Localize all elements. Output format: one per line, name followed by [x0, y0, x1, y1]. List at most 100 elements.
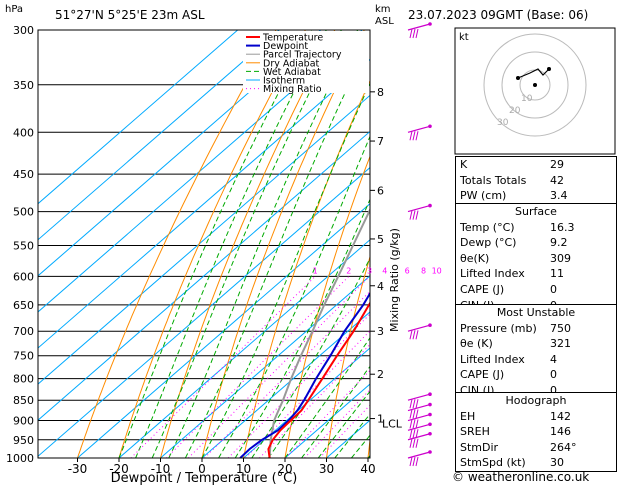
mixing-ratio-label: 4 — [382, 266, 387, 275]
isotherm-line — [118, 239, 370, 458]
surface-row: Temp (°C) 16.3 — [456, 220, 616, 236]
temperature-tick-label: 0 — [198, 462, 206, 476]
temperature-line — [267, 301, 370, 458]
pressure-unit: hPa — [5, 4, 24, 15]
hodograph-row: EH 142 — [456, 409, 616, 425]
wind-barb-flag — [409, 28, 413, 39]
surface-row: CAPE (J) 0 — [456, 282, 616, 298]
surface-title: Surface — [515, 205, 557, 218]
wind-barb-dot — [428, 402, 432, 407]
hodograph-ring — [501, 51, 569, 119]
wind-barb-flag — [412, 28, 416, 39]
isotherm-line — [38, 30, 363, 313]
wind-barb-flag — [412, 419, 416, 429]
isotherm-line — [38, 130, 370, 421]
hodograph-row: StmSpd (kt) 30 — [456, 455, 616, 471]
wet-adiabat-line — [135, 30, 327, 458]
mixing-ratio-label: 3 — [367, 266, 372, 275]
wind-barb-flag — [415, 419, 419, 429]
plot-frame — [37, 29, 371, 459]
wind-barb-flag — [415, 210, 419, 220]
hodograph-label: SREH — [460, 425, 490, 439]
wet-adiabat-line — [168, 30, 359, 458]
km-tick-label: 4 — [377, 280, 384, 293]
isotherm-line — [201, 311, 370, 458]
hodograph-label: EH — [460, 409, 476, 423]
surface-label: Lifted Index — [460, 267, 525, 281]
wind-barb-flag — [415, 28, 419, 39]
wet-adiabat-line — [218, 135, 370, 458]
mixing-ratio-label: 1 — [313, 266, 318, 275]
surface-value: 0 — [550, 282, 557, 296]
legend-label: Parcel Trajectory — [263, 50, 342, 61]
wind-barb-flag — [412, 210, 416, 220]
dry-adiabat-line — [160, 30, 336, 458]
most-unstable-value: 0 — [550, 383, 557, 397]
hodograph-value: 30 — [550, 456, 564, 470]
hodograph-value: 264° — [550, 440, 577, 454]
wind-barb-flag — [409, 409, 413, 419]
wind-barb-flag — [409, 399, 413, 409]
km-unit: km — [375, 4, 391, 15]
dry-adiabat-line — [118, 30, 306, 458]
wind-barb-flag — [409, 210, 413, 220]
wind-barb-flag — [412, 131, 416, 141]
temperature-tick-label: 20 — [277, 462, 292, 476]
most-unstable-panel: Most Unstable Pressure (mb) 750 θe (K) 321 L… — [455, 304, 617, 400]
wet-adiabat-line — [201, 82, 370, 458]
isotherm-line — [38, 58, 370, 349]
hodograph-panel: Hodograph EH 142 SREH 146 StmDir 264° StmSpd (… — [455, 392, 617, 472]
location-label: 51°27'N 5°25'E 23m ASL — [55, 8, 205, 22]
index-value: 29 — [550, 158, 564, 171]
surface-row: θe(K) 309 — [456, 251, 616, 267]
km-tick-label: 7 — [377, 135, 384, 148]
hodograph-label: StmDir — [460, 440, 499, 454]
hodograph-row: SREH 146 — [456, 424, 616, 440]
hodograph-row: StmDir 264° — [456, 440, 616, 456]
wind-barb — [407, 393, 431, 401]
isotherm-line — [38, 30, 322, 277]
legend-label: Wet Adiabat — [263, 67, 321, 78]
hodograph-trace — [517, 68, 550, 79]
wind-barb-flag — [415, 409, 419, 419]
hodograph-value: 142 — [550, 409, 571, 423]
mixing-ratio-label: 2 — [346, 266, 351, 275]
wind-barb — [407, 205, 431, 213]
wind-barb — [407, 451, 431, 459]
wind-barb-flag — [409, 429, 413, 439]
index-value: 3.4 — [550, 189, 568, 203]
mixing-ratio-label: 10 — [432, 266, 442, 275]
most-unstable-row: Lifted Index 4 — [456, 352, 616, 368]
most-unstable-value: 750 — [550, 321, 571, 335]
wind-barb-dot — [428, 203, 432, 208]
wind-barb — [407, 413, 431, 422]
wind-barb — [407, 23, 431, 31]
wind-barb-flag — [415, 456, 419, 467]
hodograph-point — [547, 67, 551, 71]
isotherm-line — [284, 383, 370, 458]
surface-value: 16.3 — [550, 220, 575, 234]
most-unstable-label: Pressure (mb) — [460, 321, 537, 335]
hodograph-ring-label: 20 — [509, 106, 521, 116]
temperature-tick-label: -10 — [151, 462, 171, 476]
wet-adiabat-line — [151, 30, 342, 458]
y-axis-label: Mixing Ratio (g/kg) — [388, 228, 401, 332]
legend-label: Isotherm — [263, 76, 305, 87]
wind-barb-flag — [409, 456, 413, 467]
pressure-tick-label: 600 — [13, 270, 34, 283]
hodograph-unit-label: kt — [459, 32, 469, 43]
wind-barb-flag — [415, 399, 419, 409]
dewpoint-line — [239, 291, 370, 458]
wet-adiabat-line — [251, 257, 370, 458]
most-unstable-title: Most Unstable — [496, 306, 576, 319]
mixing-ratio-line — [285, 369, 370, 458]
surface-label: CAPE (J) — [460, 282, 505, 296]
mixing-ratio-label: 6 — [405, 266, 410, 275]
dry-adiabat-line — [243, 79, 370, 458]
wind-barb-flag — [409, 419, 413, 429]
wet-adiabat-line — [184, 39, 370, 458]
indices-panel: K 29 Totals Totals 42 PW (cm) 3.4 — [455, 156, 617, 205]
hodograph-point — [516, 76, 520, 80]
wind-barb-dot — [428, 124, 432, 129]
